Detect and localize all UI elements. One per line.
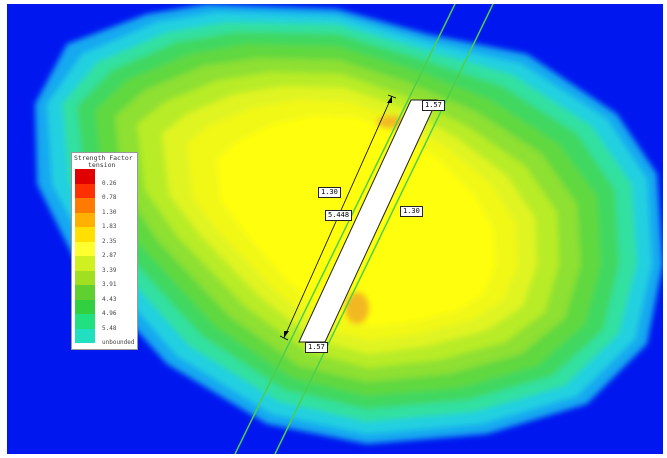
legend-label: 1.83 (102, 223, 117, 230)
legend-subtitle-text: tension (88, 161, 116, 169)
legend-label: 0.26 (102, 179, 117, 187)
legend-title-text: Strength Factor (74, 154, 133, 162)
legend-label: unbounded (102, 339, 135, 346)
legend-label: 5.48 (102, 324, 117, 332)
label-left-side: 1.30 (318, 187, 341, 198)
spot-bottom (345, 292, 369, 324)
legend-label: 1.30 (102, 208, 117, 216)
legend-swatch (75, 183, 95, 198)
label-length: 5.448 (325, 210, 353, 221)
label-right-side: 1.30 (400, 206, 423, 217)
legend-swatch (75, 256, 95, 271)
contour-bands (35, 4, 663, 444)
legend-swatch (75, 227, 95, 242)
legend-label: 4.43 (102, 295, 117, 303)
legend-label: 4.96 (102, 310, 117, 317)
legend-swatch (75, 198, 95, 213)
legend: Strength Factor tension 0.26 0.78 1.30 1.83… (71, 152, 138, 350)
legend-label: 2.87 (102, 252, 117, 259)
legend-label: 2.35 (102, 237, 117, 245)
legend-title: Strength Factor tension (74, 155, 133, 169)
legend-swatch (75, 270, 95, 285)
legend-label: 0.78 (102, 194, 117, 201)
legend-swatch (75, 314, 95, 329)
legend-swatch (75, 241, 95, 256)
joint-line-right (274, 4, 494, 454)
label-bottom-left: 1.57 (305, 342, 328, 353)
legend-swatch (75, 212, 95, 227)
joint-line-left (234, 4, 456, 454)
label-top-right: 1.57 (422, 100, 445, 111)
legend-swatch (75, 285, 95, 300)
legend-swatch (75, 328, 95, 343)
legend-swatch (75, 169, 95, 184)
legend-swatch (75, 299, 95, 314)
contour-canvas (35, 4, 663, 454)
legend-label: 3.39 (102, 266, 117, 274)
legend-label: 3.91 (102, 281, 117, 288)
legend-color-bar (75, 169, 95, 343)
strength-factor-plot[interactable]: 1.57 1.57 1.30 1.30 5.448 (7, 4, 663, 454)
